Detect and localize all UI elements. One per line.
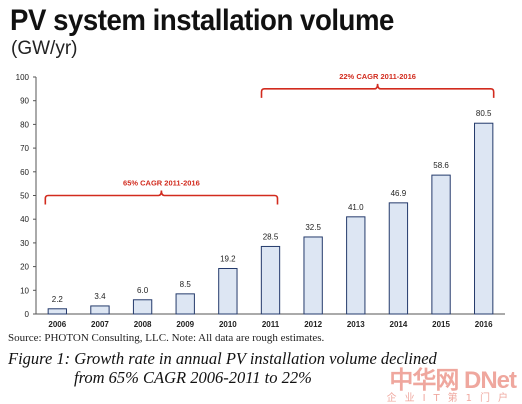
cagr-annotation-1: 65% CAGR 2011-2016 [123,179,200,188]
bar-chart: 0 10 20 30 40 50 60 70 80 90 100 2.2 2006 3.4 2007 6.0 2… [16,72,505,329]
y-tick-label: 100 [16,73,30,82]
data-label-2006: 2.2 [52,295,64,304]
bar-2015 [431,174,451,315]
data-label-2012: 32.5 [305,223,321,232]
x-tick-label-2016: 2016 [475,320,493,329]
chart-title: PV system installation volume [10,4,394,37]
x-tick-label-2007: 2007 [91,320,109,329]
data-label-2009: 8.5 [180,280,192,289]
y-tick-label: 50 [20,192,29,201]
bar-2007 [90,305,110,315]
x-tick-label-2015: 2015 [432,320,450,329]
x-tick-label-2006: 2006 [48,320,66,329]
x-tick-label-2008: 2008 [134,320,152,329]
data-label-2015: 58.6 [433,161,449,170]
data-label-2010: 19.2 [220,254,236,263]
bar-2013 [346,216,366,315]
x-tick-label-2009: 2009 [176,320,194,329]
x-tick-label-2010: 2010 [219,320,237,329]
bar-2006 [47,308,67,315]
cagr-annotation-2: 22% CAGR 2011-2016 [339,72,416,81]
bar-2016 [474,122,494,315]
data-label-2007: 3.4 [94,292,106,301]
figure-caption: Figure 1: Growth rate in annual PV insta… [8,349,514,387]
data-label-2014: 46.9 [391,189,407,198]
data-label-2008: 6.0 [137,286,149,295]
y-tick-label: 70 [20,144,29,153]
y-tick-label: 60 [20,168,29,177]
caption-line-2: from 65% CAGR 2006-2011 to 22% [74,368,312,387]
bar-2008 [132,299,153,315]
y-tick-label: 80 [20,120,29,129]
y-tick-label: 0 [25,310,30,319]
bar-2011 [260,245,281,315]
watermark-logo: 中华网 DNet [389,367,517,394]
y-tick-label: 10 [20,286,29,295]
y-tick-label: 30 [20,239,29,248]
bar-2014 [388,202,409,315]
y-tick-label: 90 [20,97,29,106]
source-note: Source: PHOTON Consulting, LLC. Note: Al… [8,332,325,344]
x-tick-label-2014: 2014 [390,320,408,329]
bar-2012 [303,236,323,315]
caption-line-1: Figure 1: Growth rate in annual PV insta… [8,349,437,368]
data-label-2013: 41.0 [348,203,364,212]
cagr-bracket-1 [44,190,279,205]
y-tick-label: 40 [20,215,29,224]
y-tick-label: 20 [20,263,29,272]
x-tick-label-2012: 2012 [304,320,322,329]
chart-subtitle: (GW/yr) [11,38,78,59]
bar-2010 [218,267,238,315]
data-label-2016: 80.5 [476,109,492,118]
cagr-bracket-2 [260,83,495,98]
bar-2009 [175,293,195,315]
watermark-tagline: 企业IT第1门户 [386,393,516,404]
data-label-2011: 28.5 [263,232,279,241]
x-tick-label-2013: 2013 [347,320,365,329]
x-tick-label-2011: 2011 [262,320,280,329]
